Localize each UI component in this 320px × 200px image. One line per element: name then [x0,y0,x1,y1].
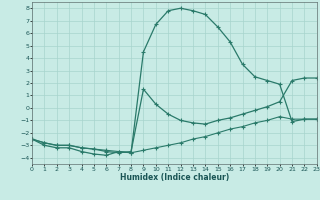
X-axis label: Humidex (Indice chaleur): Humidex (Indice chaleur) [120,173,229,182]
